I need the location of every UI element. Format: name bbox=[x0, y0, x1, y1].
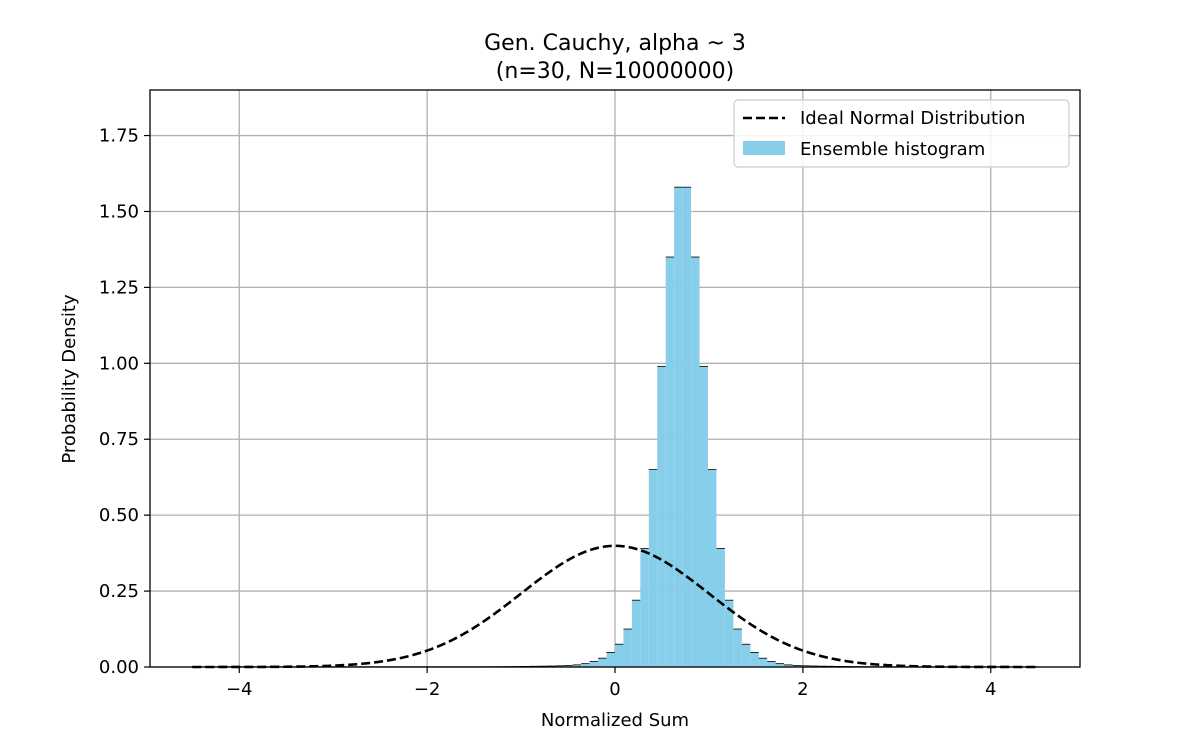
chart-subtitle: (n=30, N=10000000) bbox=[496, 59, 734, 84]
histogram-bar bbox=[682, 187, 692, 667]
y-tick-label: 1.00 bbox=[99, 353, 139, 374]
histogram-bar bbox=[758, 658, 768, 667]
histogram-bar bbox=[648, 469, 658, 667]
y-tick-label: 0.25 bbox=[99, 581, 139, 602]
histogram-bar bbox=[564, 665, 573, 667]
legend-patch-histogram bbox=[743, 141, 785, 155]
histogram-bar bbox=[623, 629, 632, 667]
histogram-bar bbox=[792, 665, 801, 667]
y-axis-label: Probability Density bbox=[59, 294, 80, 464]
histogram-bar bbox=[631, 600, 641, 667]
y-axis-ticks: 0.00 0.25 0.50 0.75 1.00 1.25 1.50 1.75 bbox=[99, 126, 150, 678]
y-tick-label: 1.50 bbox=[99, 201, 139, 222]
histogram-bar bbox=[741, 644, 751, 667]
histogram-bar bbox=[581, 663, 590, 667]
histogram-bar bbox=[598, 658, 607, 667]
histogram-bar bbox=[733, 629, 742, 667]
normal-curve bbox=[192, 544, 1038, 669]
histogram-bar bbox=[699, 366, 708, 667]
legend-box bbox=[733, 99, 1070, 168]
y-tick-label: 1.25 bbox=[99, 277, 139, 298]
histogram-bar bbox=[640, 548, 649, 667]
histogram-bar bbox=[708, 469, 717, 667]
x-tick-label: 0 bbox=[609, 679, 620, 700]
legend-label-histogram: Ensemble histogram bbox=[800, 139, 985, 160]
x-tick-label: 4 bbox=[985, 679, 996, 700]
histogram-bar bbox=[724, 600, 734, 667]
normal-curve-layer bbox=[192, 544, 1038, 669]
chart-title: Gen. Cauchy, alpha ~ 3 bbox=[484, 31, 746, 56]
x-axis-ticks: −4 −2 0 2 4 bbox=[226, 667, 996, 700]
histogram-bar bbox=[674, 187, 683, 667]
histogram-bar bbox=[784, 664, 793, 667]
histogram-bar bbox=[572, 664, 582, 667]
histogram-bar bbox=[716, 548, 725, 667]
histogram-bar bbox=[750, 652, 759, 667]
x-tick-label: −2 bbox=[414, 679, 441, 700]
histogram-bar bbox=[767, 661, 776, 667]
histogram-bar bbox=[691, 257, 700, 667]
histogram-bar bbox=[657, 366, 666, 667]
y-tick-label: 1.75 bbox=[99, 126, 139, 147]
histogram-bar bbox=[589, 661, 599, 667]
y-tick-label: 0.75 bbox=[99, 429, 139, 450]
legend: Ideal Normal Distribution Ensemble histo… bbox=[733, 99, 1070, 168]
x-tick-label: 2 bbox=[797, 679, 808, 700]
x-tick-label: −4 bbox=[226, 679, 253, 700]
histogram-bar bbox=[606, 652, 615, 667]
legend-label-normal: Ideal Normal Distribution bbox=[800, 108, 1025, 129]
histogram-bar bbox=[615, 644, 624, 667]
histogram-bar bbox=[775, 663, 785, 667]
grid-layer bbox=[150, 90, 1080, 668]
histogram-bar bbox=[665, 257, 675, 667]
y-tick-label: 0.50 bbox=[99, 505, 139, 526]
y-tick-label: 0.00 bbox=[99, 657, 139, 678]
x-axis-label: Normalized Sum bbox=[541, 710, 689, 731]
